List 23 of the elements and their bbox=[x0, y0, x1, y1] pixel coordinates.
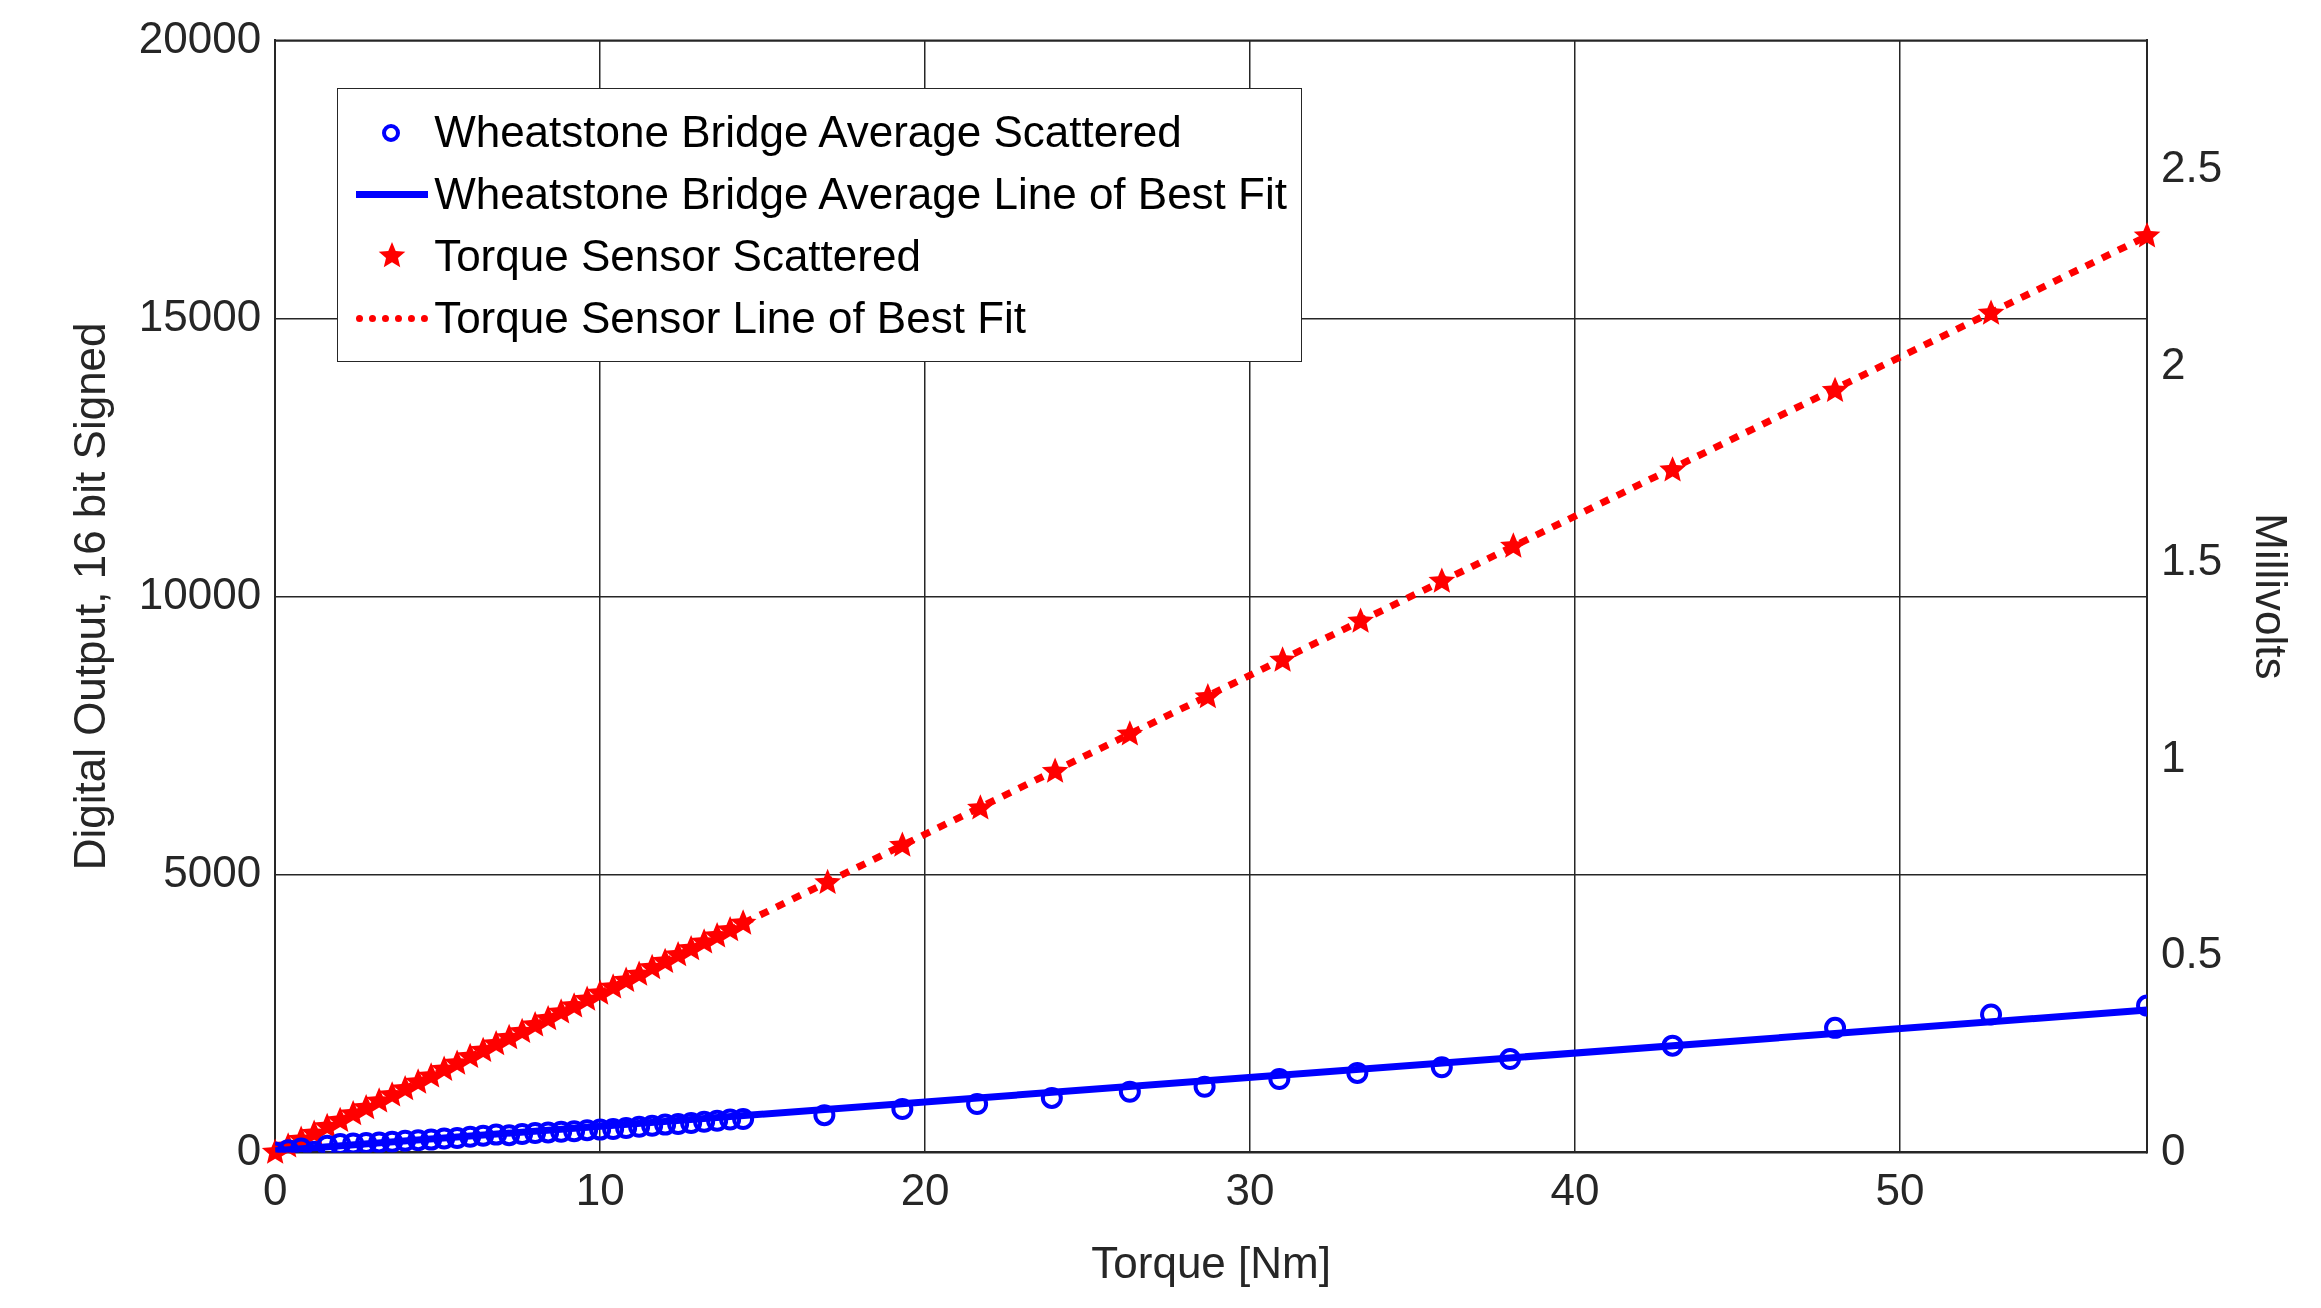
x-axis-title: Torque [Nm] bbox=[1091, 1237, 1331, 1287]
y-tick-label: 5000 bbox=[163, 846, 262, 896]
y2-tick-label: 2.5 bbox=[2161, 142, 2223, 192]
legend-label: Wheatstone Bridge Average Scattered bbox=[434, 107, 1182, 158]
y-tick-label: 15000 bbox=[138, 290, 262, 340]
y2-tick-label: 1.5 bbox=[2161, 535, 2223, 585]
legend-label: Torque Sensor Scattered bbox=[434, 231, 921, 282]
y2-tick-label: 0.5 bbox=[2161, 928, 2223, 978]
y-tick-label: 10000 bbox=[138, 568, 262, 618]
y2-tick-label: 1 bbox=[2161, 731, 2186, 781]
y-axis-title: Digital Output, 16 bit Signed bbox=[64, 322, 114, 871]
legend-label: Wheatstone Bridge Average Line of Best Fit bbox=[434, 169, 1287, 220]
x-tick-label: 30 bbox=[1225, 1164, 1275, 1214]
x-tick-label: 50 bbox=[1875, 1164, 1925, 1214]
y-tick-label: 20000 bbox=[138, 12, 262, 62]
y2-tick-label: 0 bbox=[2161, 1124, 2186, 1174]
x-tick-label: 10 bbox=[575, 1164, 625, 1214]
y2-tick-label: 2 bbox=[2161, 338, 2186, 388]
legend-label: Torque Sensor Line of Best Fit bbox=[434, 293, 1027, 344]
y2-axis-title: Millivolts bbox=[2247, 513, 2297, 680]
x-tick-label: 40 bbox=[1550, 1164, 1600, 1214]
x-tick-label: 20 bbox=[900, 1164, 950, 1214]
y-tick-label: 0 bbox=[236, 1124, 262, 1174]
